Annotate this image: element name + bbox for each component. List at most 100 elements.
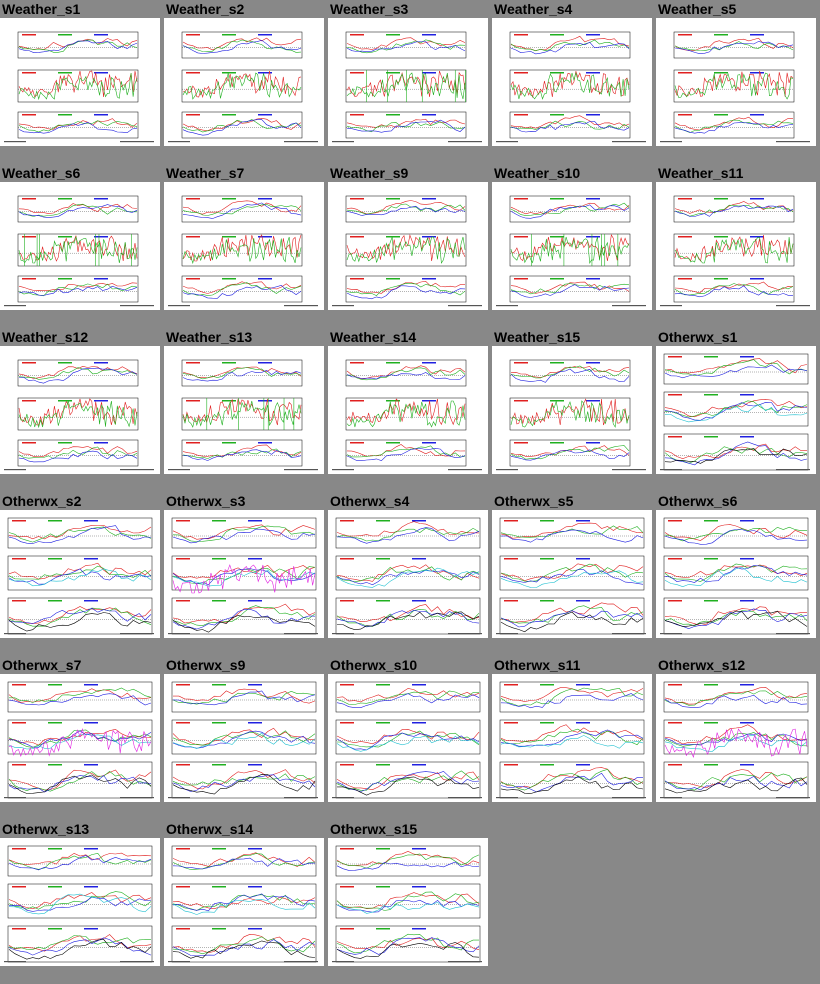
plot-thumbnail-link[interactable] xyxy=(164,510,324,638)
series-line xyxy=(510,283,630,295)
plot-thumbnail-link[interactable] xyxy=(492,674,652,802)
panel-label-mark xyxy=(22,362,36,364)
panel-frame xyxy=(345,275,467,303)
panel-label-mark xyxy=(212,684,226,686)
series-line xyxy=(172,608,316,630)
series-line xyxy=(500,569,644,585)
plot-thumbnail-link[interactable] xyxy=(0,510,160,638)
series-line xyxy=(336,730,480,748)
plot-thumbnail-link[interactable] xyxy=(164,346,324,474)
plot-title: Otherwx_s15 xyxy=(330,821,418,837)
panel-frame xyxy=(17,195,139,223)
panel-label-mark xyxy=(750,278,764,280)
panel-label-mark xyxy=(222,362,236,364)
series-line xyxy=(18,285,138,296)
series-line xyxy=(18,398,138,426)
panel-label-mark xyxy=(586,114,600,116)
plot-thumbnail-link[interactable] xyxy=(492,18,652,146)
series-line xyxy=(510,204,630,219)
panel-label-mark xyxy=(340,722,354,724)
series-line xyxy=(172,615,316,633)
plot-tile: Weather_s5 xyxy=(656,0,816,164)
plot-thumbnail-link[interactable] xyxy=(656,182,816,310)
series-line xyxy=(674,283,794,296)
series-line xyxy=(18,204,138,218)
plot-title: Weather_s4 xyxy=(494,1,573,17)
panel-frame xyxy=(335,597,481,635)
panel-label-mark xyxy=(514,400,528,402)
plot-thumbnail-link[interactable] xyxy=(164,182,324,310)
plot-thumbnail-link[interactable] xyxy=(656,510,816,638)
plot-thumbnail-link[interactable] xyxy=(164,674,324,802)
plot-thumbnail-link[interactable] xyxy=(0,346,160,474)
panel-label-mark xyxy=(540,764,554,766)
panel-label-mark xyxy=(740,722,754,724)
plot-tile: Otherwx_s13 xyxy=(0,820,160,984)
footer-mark xyxy=(448,961,482,963)
panel-label-mark xyxy=(376,928,390,930)
panel-label-mark xyxy=(740,600,754,602)
plot-tile: Otherwx_s6 xyxy=(656,492,816,656)
panel-frame xyxy=(181,69,303,103)
panel-label-mark xyxy=(514,114,528,116)
panel-frame xyxy=(7,883,153,919)
panel-label-mark xyxy=(222,72,236,74)
panel-label-mark xyxy=(750,72,764,74)
series-line xyxy=(336,853,480,869)
footer-mark xyxy=(284,961,318,963)
panel-label-mark xyxy=(668,764,682,766)
panel-frame xyxy=(7,681,153,713)
plot-thumbnail-link[interactable] xyxy=(328,838,488,966)
panel-label-mark xyxy=(22,72,36,74)
panel-label-mark xyxy=(248,886,262,888)
series-line xyxy=(500,693,644,709)
plot-thumbnail-link[interactable] xyxy=(328,510,488,638)
plot-thumbnail-link[interactable] xyxy=(328,18,488,146)
panel-label-mark xyxy=(422,34,436,36)
series-line xyxy=(674,70,794,97)
plot-thumbnail-link[interactable] xyxy=(0,838,160,966)
footer-mark xyxy=(284,469,318,471)
panel-label-mark xyxy=(222,442,236,444)
plot-thumbnail-link[interactable] xyxy=(656,674,816,802)
series-line xyxy=(664,526,808,542)
plot-thumbnail-link[interactable] xyxy=(492,182,652,310)
series-line xyxy=(182,282,302,296)
plot-title: Weather_s7 xyxy=(166,165,245,181)
panel-label-mark xyxy=(586,278,600,280)
plot-tile: Otherwx_s1 xyxy=(656,328,816,492)
plot-thumbnail-link[interactable] xyxy=(328,182,488,310)
plot-thumbnail-link[interactable] xyxy=(492,346,652,474)
series-line xyxy=(664,608,808,630)
plot-thumbnail-link[interactable] xyxy=(656,346,816,474)
plot-title: Weather_s13 xyxy=(166,329,253,345)
plot-thumbnail-link[interactable] xyxy=(0,674,160,802)
plot-thumbnail-link[interactable] xyxy=(492,510,652,638)
footer-mark xyxy=(332,469,354,471)
panel-label-mark xyxy=(186,400,200,402)
panel-label-mark xyxy=(740,764,754,766)
plot-thumbnail-link[interactable] xyxy=(656,18,816,146)
panel-label-mark xyxy=(176,520,190,522)
series-line xyxy=(172,603,316,624)
series-line xyxy=(346,280,465,294)
panel-label-mark xyxy=(514,34,528,36)
panel-label-mark xyxy=(350,198,364,200)
plot-thumbnail-link[interactable] xyxy=(164,18,324,146)
panel-label-mark xyxy=(504,520,518,522)
plot-thumbnail-link[interactable] xyxy=(328,346,488,474)
plot-thumbnail-link[interactable] xyxy=(0,18,160,146)
series-line xyxy=(182,398,302,426)
panel-label-mark xyxy=(740,356,754,358)
panel-label-mark xyxy=(586,198,600,200)
panel-label-mark xyxy=(84,520,98,522)
plot-thumbnail-link[interactable] xyxy=(0,182,160,310)
plot-thumbnail-link[interactable] xyxy=(164,838,324,966)
series-line xyxy=(500,525,644,538)
series-line xyxy=(172,773,316,795)
plot-thumbnail-link[interactable] xyxy=(328,674,488,802)
series-line xyxy=(336,609,480,628)
panel-frame xyxy=(663,597,809,635)
series-line xyxy=(674,204,794,217)
